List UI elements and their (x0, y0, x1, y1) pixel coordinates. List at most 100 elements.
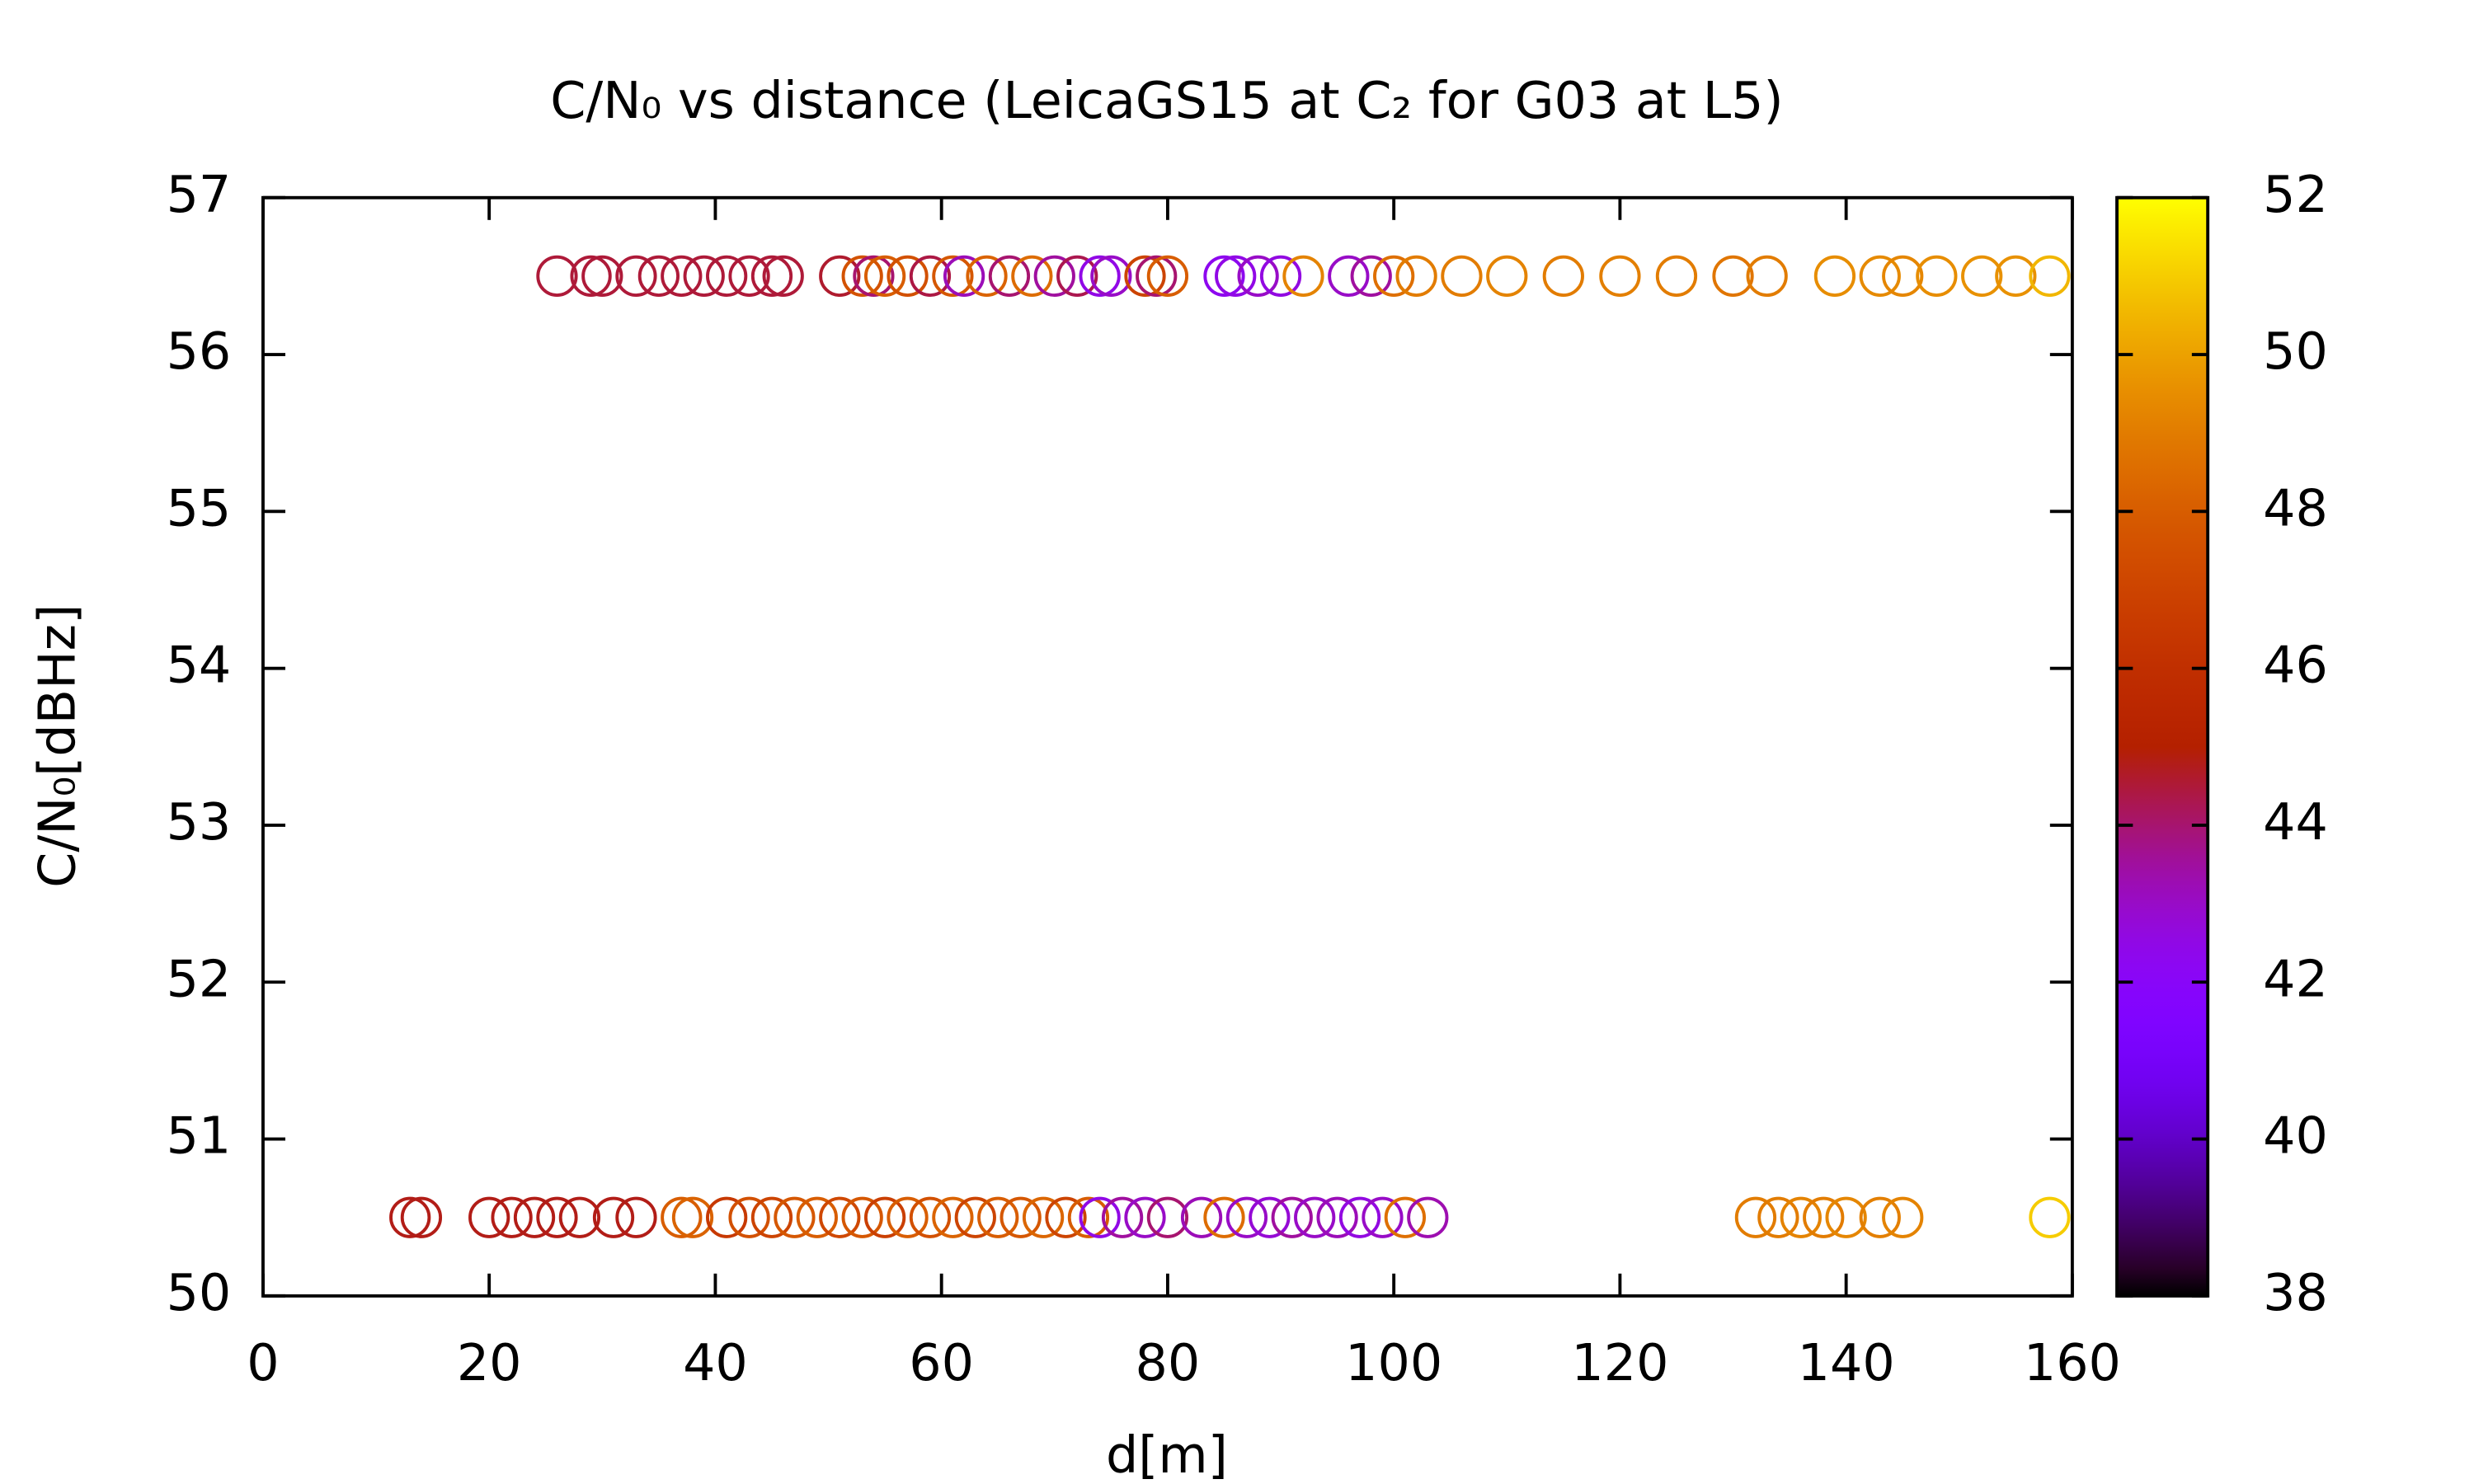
point (1203, 1196, 1245, 1238)
point (491, 1196, 533, 1238)
point (661, 255, 703, 298)
colorbar (2115, 195, 2210, 1298)
point (570, 255, 612, 298)
colorbar-tick-label: 50 (2263, 322, 2328, 381)
point (400, 1196, 443, 1238)
point (1350, 255, 1392, 298)
point (1180, 1196, 1223, 1238)
point (750, 255, 793, 298)
point (1338, 1196, 1381, 1238)
y-axis-label: C/N₀[dBHz] (28, 604, 87, 888)
colorbar-tick-label: 52 (2263, 165, 2328, 224)
point (1022, 1196, 1065, 1238)
point (671, 1196, 714, 1238)
plot-frame (261, 195, 2074, 1298)
point (728, 1196, 770, 1238)
x-tick-label: 0 (247, 1333, 279, 1392)
colorbar-tick-label: 42 (2263, 949, 2328, 1008)
x-tick-label: 60 (909, 1333, 974, 1392)
y-tick-label: 53 (167, 792, 232, 852)
point (1916, 255, 1958, 298)
point (1362, 1196, 1404, 1238)
point (1294, 1196, 1336, 1238)
point (1282, 255, 1324, 298)
point (1033, 255, 1075, 298)
point (1395, 255, 1437, 298)
point (1124, 1196, 1166, 1238)
point (1101, 1196, 1144, 1238)
point (1056, 255, 1098, 298)
point (819, 1196, 861, 1238)
point (762, 255, 804, 298)
point (1124, 255, 1166, 298)
point (1146, 1196, 1189, 1238)
point (706, 255, 748, 298)
point (1259, 255, 1302, 298)
y-tick-label: 57 (167, 165, 232, 224)
x-tick-label: 160 (2024, 1333, 2121, 1392)
colorbar-tick-label: 48 (2263, 478, 2328, 538)
point (863, 255, 906, 298)
x-tick-label: 80 (1136, 1333, 1201, 1392)
point (887, 1196, 929, 1238)
point (988, 255, 1031, 298)
point (932, 1196, 974, 1238)
x-tick-label: 120 (1571, 1333, 1668, 1392)
point (536, 1196, 578, 1238)
point (683, 255, 725, 298)
point (706, 1196, 748, 1238)
point (1441, 255, 1483, 298)
x-tick-label: 40 (683, 1333, 748, 1392)
colorbar-tick-label: 40 (2263, 1106, 2328, 1166)
point (1542, 255, 1584, 298)
y-tick-label: 50 (167, 1263, 232, 1322)
point (637, 255, 680, 298)
point (1746, 255, 1788, 298)
point (1961, 255, 2003, 298)
point (932, 255, 974, 298)
point (661, 1196, 703, 1238)
y-tick-label: 52 (167, 949, 232, 1008)
point (887, 255, 929, 298)
point (1599, 255, 1641, 298)
point (1045, 1196, 1087, 1238)
point (1136, 255, 1178, 298)
point (513, 1196, 556, 1238)
point (966, 255, 1008, 298)
point (1803, 1196, 1845, 1238)
point (750, 1196, 793, 1238)
point (1271, 1196, 1313, 1238)
point (615, 255, 657, 298)
chart-title: C/N₀ vs distance (LeicaGS15 at C₂ for G0… (550, 71, 1783, 130)
point (1859, 255, 1901, 298)
y-tick-label: 56 (167, 322, 232, 381)
point (615, 1196, 657, 1238)
point (1825, 1196, 1867, 1238)
point (863, 1196, 906, 1238)
point (1237, 255, 1279, 298)
point (1215, 255, 1257, 298)
point (1813, 255, 1856, 298)
point (2029, 1196, 2071, 1238)
point (1067, 1196, 1110, 1238)
point (943, 255, 985, 298)
point (774, 1196, 816, 1238)
point (728, 255, 770, 298)
point (581, 255, 623, 298)
point (1882, 1196, 1924, 1238)
point (536, 255, 578, 298)
point (909, 255, 952, 298)
point (909, 1196, 952, 1238)
point (1384, 1196, 1426, 1238)
point (1712, 255, 1754, 298)
point (1328, 255, 1370, 298)
x-tick-label: 100 (1345, 1333, 1442, 1392)
colorbar-tick-label: 38 (2263, 1263, 2328, 1322)
point (1882, 255, 1924, 298)
point (1316, 1196, 1358, 1238)
point (1407, 1196, 1449, 1238)
point (558, 1196, 601, 1238)
point (999, 1196, 1042, 1238)
